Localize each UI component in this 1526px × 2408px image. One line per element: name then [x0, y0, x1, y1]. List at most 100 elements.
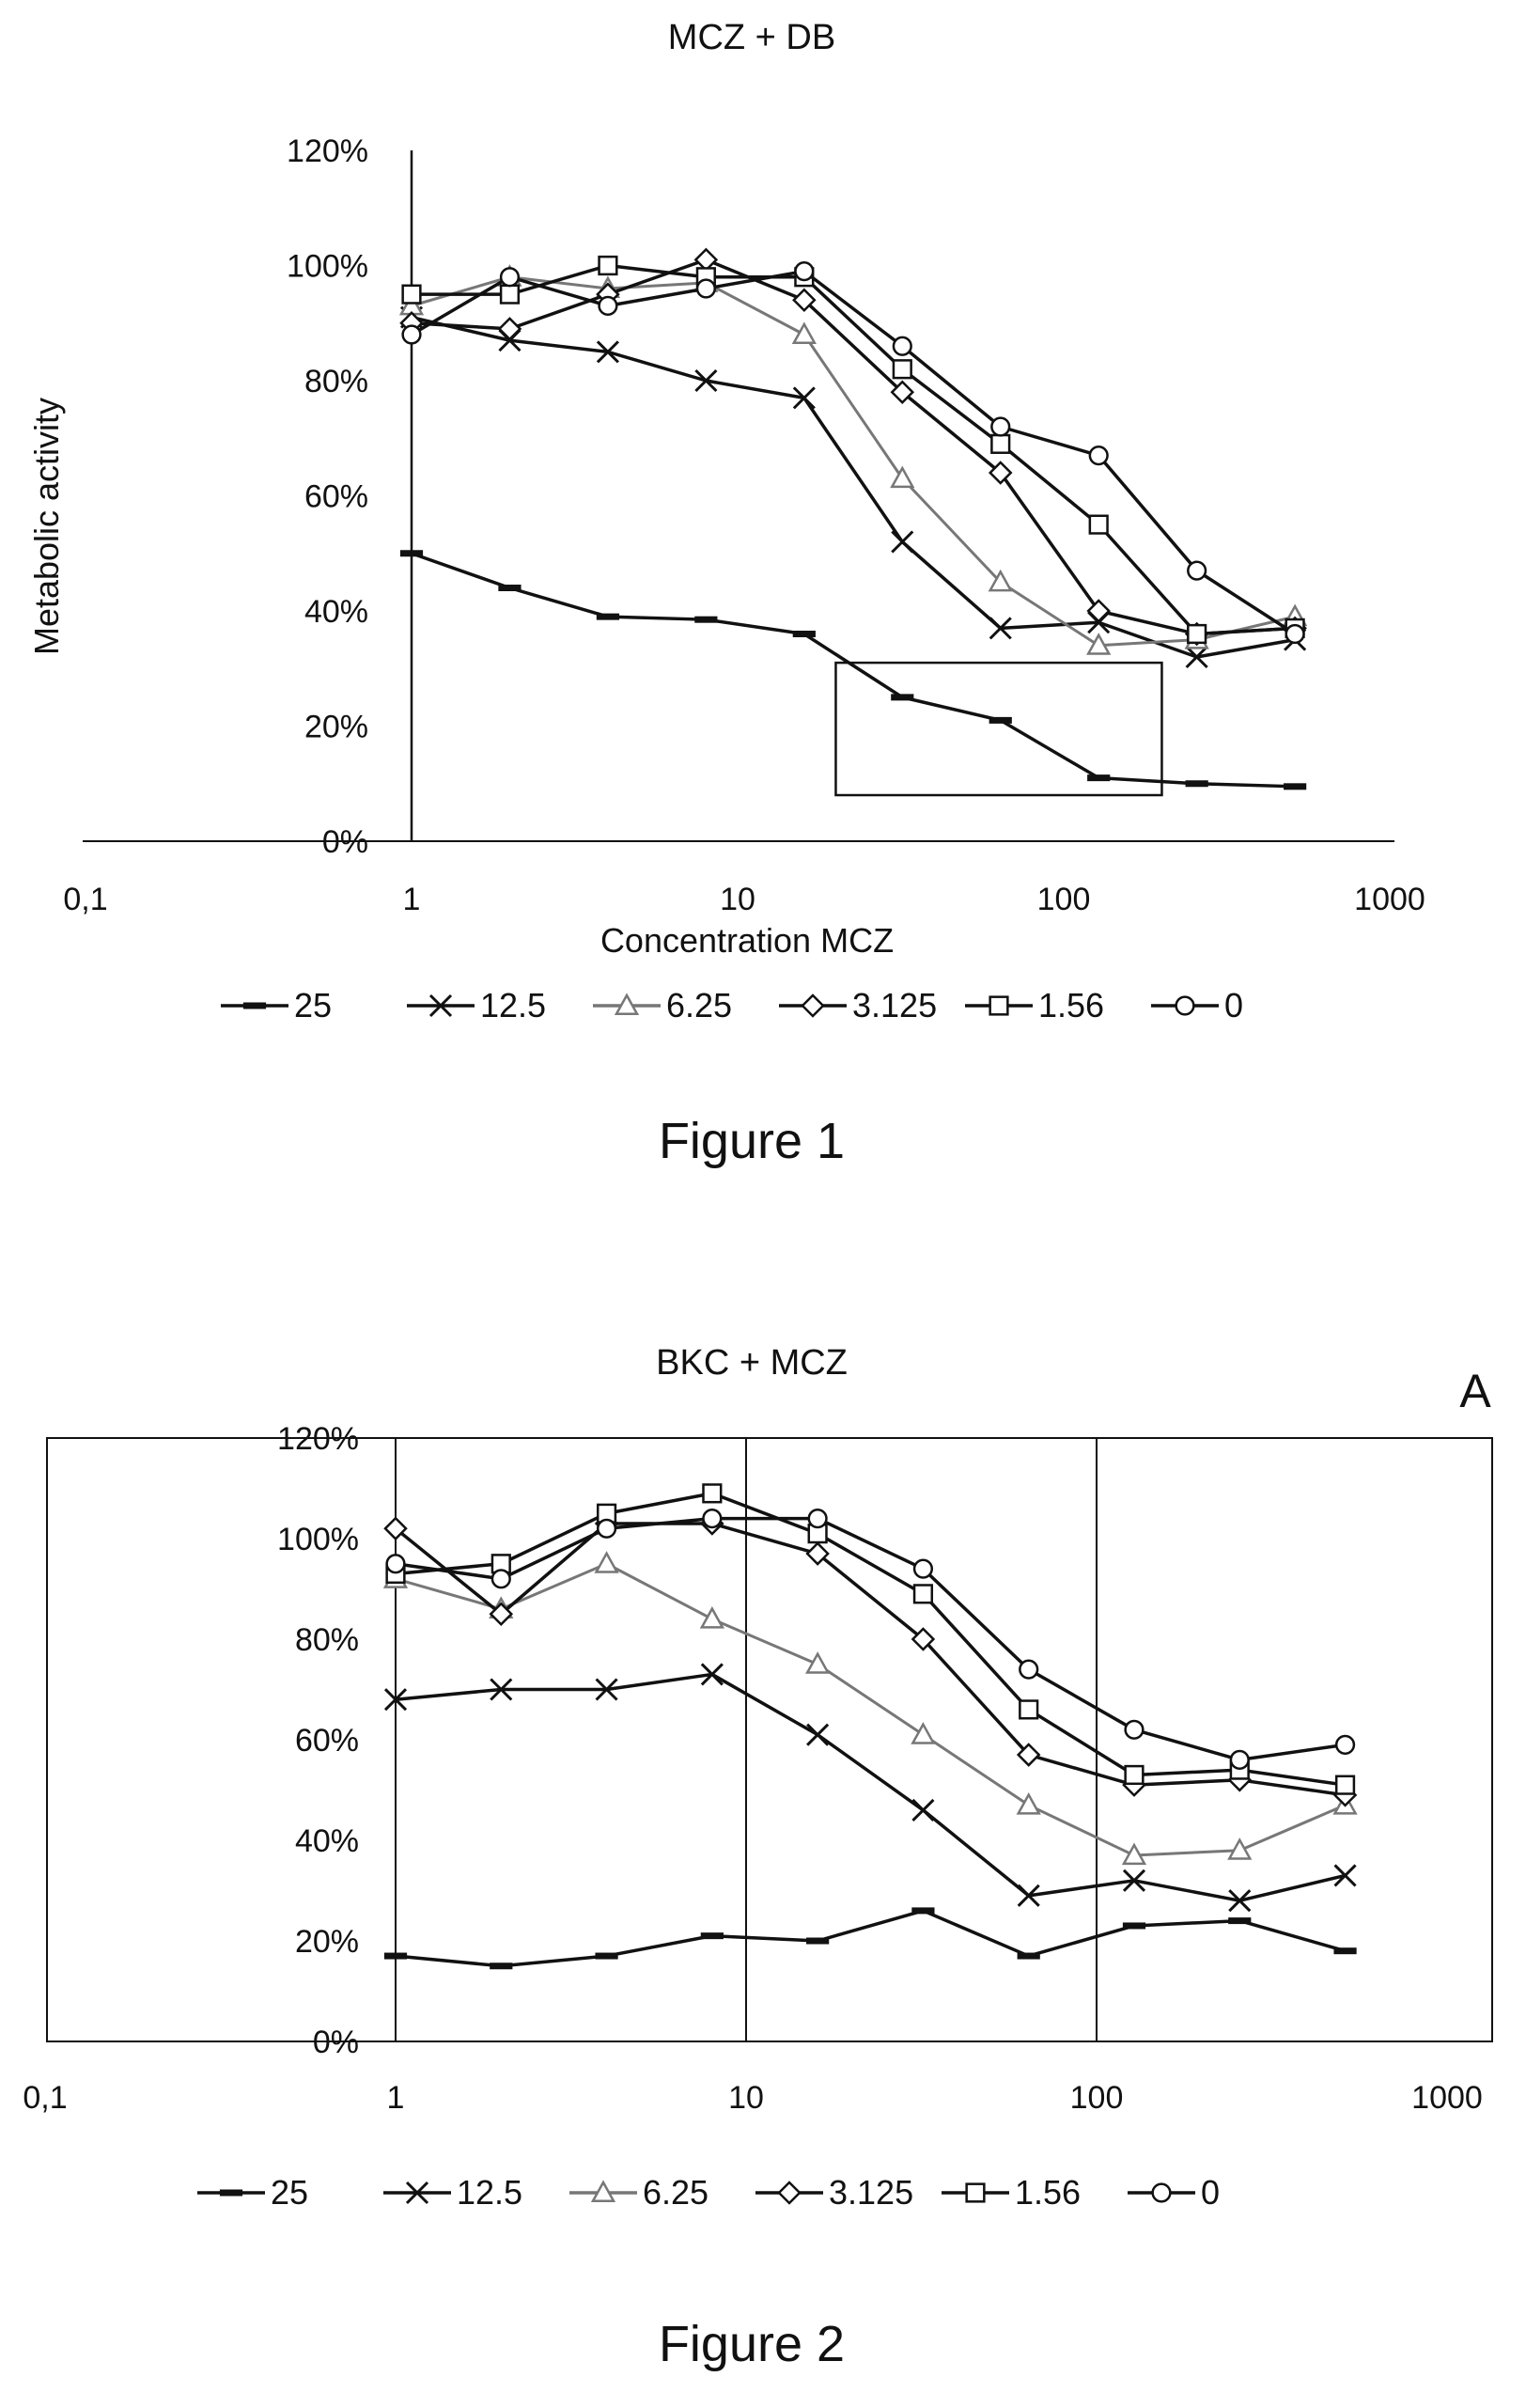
data-point — [383, 1516, 408, 1541]
series-line — [395, 1516, 1346, 1762]
series-line — [395, 1909, 1347, 1968]
data-point — [499, 284, 521, 305]
marker-stroke — [1333, 1864, 1357, 1887]
legend-marker — [590, 2180, 616, 2203]
panel-label: A — [1459, 1365, 1491, 1417]
data-point — [989, 617, 1012, 640]
data-point — [497, 317, 522, 341]
y-tick-label: 60% — [304, 479, 368, 515]
legend-label: 25 — [294, 986, 332, 1024]
data-point — [1019, 1699, 1039, 1720]
data-point — [693, 247, 719, 273]
data-point — [596, 1518, 617, 1539]
series-line — [411, 269, 1297, 635]
legend-label: 12.5 — [457, 2173, 522, 2212]
legend-marker — [1151, 2182, 1172, 2203]
figure-caption: Figure 2 — [659, 2316, 845, 2372]
legend-marker — [614, 993, 640, 1016]
legend-marker — [965, 2182, 986, 2203]
marker-stroke — [596, 340, 619, 364]
series-3-125 — [383, 1511, 1358, 1807]
data-point — [499, 267, 521, 288]
data-point — [699, 1606, 724, 1629]
legend-marker — [777, 2181, 802, 2205]
data-point — [1228, 1917, 1252, 1925]
legend-item: 3.125 — [779, 986, 937, 1024]
series-line — [395, 1492, 1346, 1787]
marker-stroke — [383, 1688, 408, 1712]
data-point — [596, 613, 620, 620]
legend-item: 1.56 — [965, 986, 1104, 1024]
series-line — [411, 552, 1296, 789]
data-point — [401, 324, 422, 345]
data-point — [892, 359, 912, 380]
data-point — [1185, 645, 1208, 669]
data-point — [694, 368, 718, 393]
data-point — [598, 255, 618, 276]
series-line — [394, 1522, 1346, 1797]
series-25 — [399, 550, 1307, 790]
legend-marker — [405, 2181, 429, 2205]
series-line — [411, 275, 1296, 648]
data-point — [1187, 560, 1207, 581]
data-point — [1121, 1842, 1147, 1866]
legend-marker — [242, 1002, 267, 1009]
data-point — [1017, 1952, 1040, 1960]
data-point — [806, 1723, 830, 1746]
y-tick-label: 0% — [313, 2025, 359, 2060]
y-tick-label: 40% — [295, 1823, 359, 1859]
x-tick-label: 1 — [403, 882, 421, 917]
x-tick-label: 0,1 — [63, 882, 107, 917]
legend-item: 12.5 — [383, 2173, 522, 2212]
data-point — [1334, 1734, 1356, 1755]
marker-stroke — [490, 1678, 513, 1701]
data-point — [1185, 780, 1208, 788]
y-tick-label: 120% — [277, 1421, 359, 1457]
axes: 0% 20% 40% 60% 80% 100% 120% 0,1 1 10 100 1000 — [23, 1421, 1482, 2116]
data-point — [1284, 783, 1307, 790]
marker-stroke — [891, 530, 914, 554]
data-point — [805, 1651, 831, 1674]
data-point — [596, 340, 619, 364]
marker-stroke — [1185, 645, 1208, 669]
y-tick-label: 40% — [304, 594, 368, 630]
data-point — [385, 1554, 406, 1574]
x-tick-label: 10 — [720, 882, 755, 917]
series-25 — [383, 1907, 1357, 1970]
data-point — [1019, 1659, 1039, 1680]
legend-label: 0 — [1201, 2173, 1220, 2212]
y-tick-label: 20% — [304, 710, 368, 745]
y-tick-label: 100% — [277, 1522, 359, 1557]
legend-label: 1.56 — [1015, 2173, 1081, 2212]
legend-marker — [801, 993, 825, 1018]
legend-marker — [219, 2189, 243, 2197]
series-0 — [385, 1509, 1356, 1771]
legend-item: 0 — [1128, 2173, 1220, 2212]
data-point — [1333, 1864, 1357, 1887]
series-6-25 — [382, 1551, 1358, 1866]
data-point — [1227, 1837, 1253, 1860]
data-point — [1088, 446, 1109, 466]
marker-stroke — [911, 1798, 935, 1822]
highlight-rectangle — [834, 661, 1163, 797]
marker-stroke — [428, 993, 453, 1018]
legend-item: 0 — [1151, 986, 1243, 1024]
data-point — [498, 585, 522, 591]
data-point — [490, 1569, 511, 1589]
data-point — [1087, 774, 1111, 782]
legend-label: 3.125 — [829, 2173, 913, 2212]
marker-stroke — [989, 617, 1012, 640]
data-point — [807, 1509, 828, 1529]
data-point — [806, 1937, 830, 1945]
data-point — [890, 465, 915, 489]
series-line — [395, 1562, 1347, 1857]
y-tick-label: 60% — [295, 1723, 359, 1759]
legend-item: 6.25 — [593, 986, 732, 1024]
marker-stroke — [694, 368, 718, 393]
series-1-56 — [385, 1483, 1356, 1795]
legend-marker — [989, 995, 1009, 1016]
x-axis-label: Concentration MCZ — [600, 921, 894, 960]
legend-item: 3.125 — [755, 2173, 913, 2212]
data-point — [792, 386, 816, 410]
